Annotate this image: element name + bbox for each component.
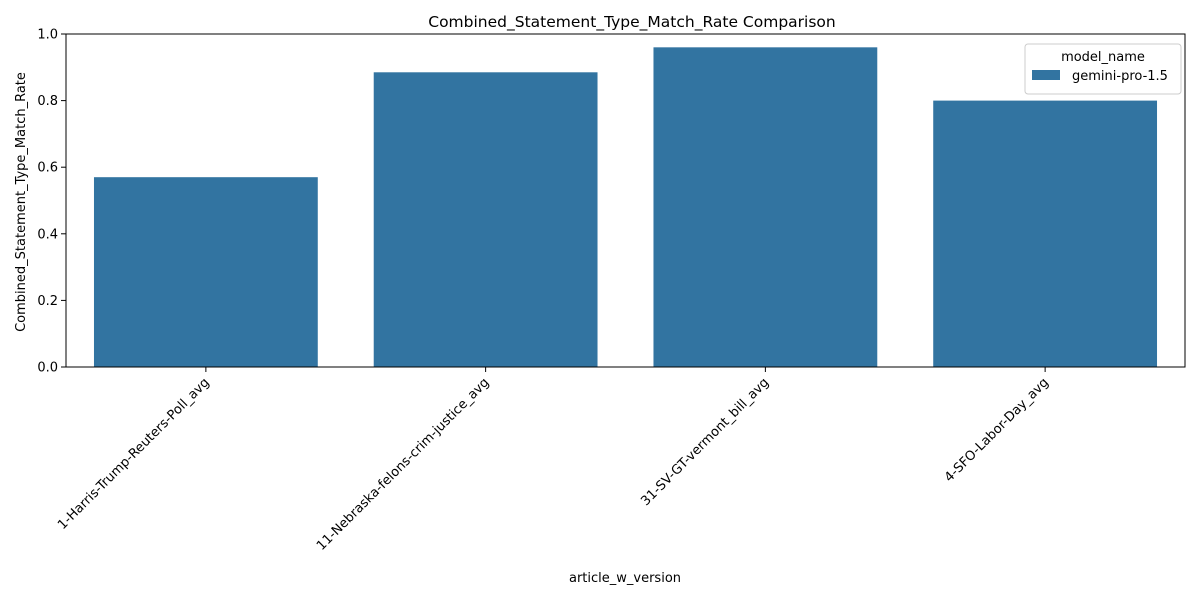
legend-box — [1024, 43, 1182, 95]
legend-title: model_name — [1061, 50, 1145, 65]
bar-4 — [933, 100, 1158, 367]
x-tick-label: 1-Harris-Trump-Reuters-Poll_avg — [55, 375, 213, 533]
bar-1 — [93, 177, 318, 367]
legend: model_name gemini-pro-1.5 — [1024, 43, 1182, 95]
axes-frame — [65, 33, 1186, 368]
y-axis-label: Combined_Statement_Type_Match_Rate — [14, 72, 29, 332]
bars-group — [93, 47, 1158, 368]
bar-2 — [373, 72, 598, 368]
x-tick-label: 31-SV-GT-vermont_bill_avg — [638, 375, 772, 509]
x-axis-label: article_w_version — [569, 571, 681, 586]
y-tick-label: 0.2 — [37, 294, 58, 309]
y-tick-label: 0.8 — [37, 94, 58, 109]
y-tick-label: 1.0 — [37, 28, 58, 43]
x-ticks-group: 1-Harris-Trump-Reuters-Poll_avg 11-Nebras… — [55, 367, 1052, 554]
bar-3 — [653, 47, 878, 367]
legend-entry-label: gemini-pro-1.5 — [1072, 69, 1168, 84]
x-tick-label: 4-SFO-Labor-Day_avg — [942, 375, 1052, 485]
y-tick-label: 0.4 — [37, 227, 58, 242]
legend-swatch — [1032, 70, 1060, 80]
y-tick-label: 0.6 — [37, 161, 58, 176]
y-ticks-group: 0.0 0.2 0.4 0.6 0.8 1.0 — [37, 28, 66, 376]
x-tick-label: 11-Nebraska-felons-crim-justice_avg — [314, 375, 493, 554]
y-tick-label: 0.0 — [37, 361, 58, 376]
axes-group — [65, 33, 1186, 368]
chart-title: Combined_Statement_Type_Match_Rate Compa… — [428, 13, 835, 32]
